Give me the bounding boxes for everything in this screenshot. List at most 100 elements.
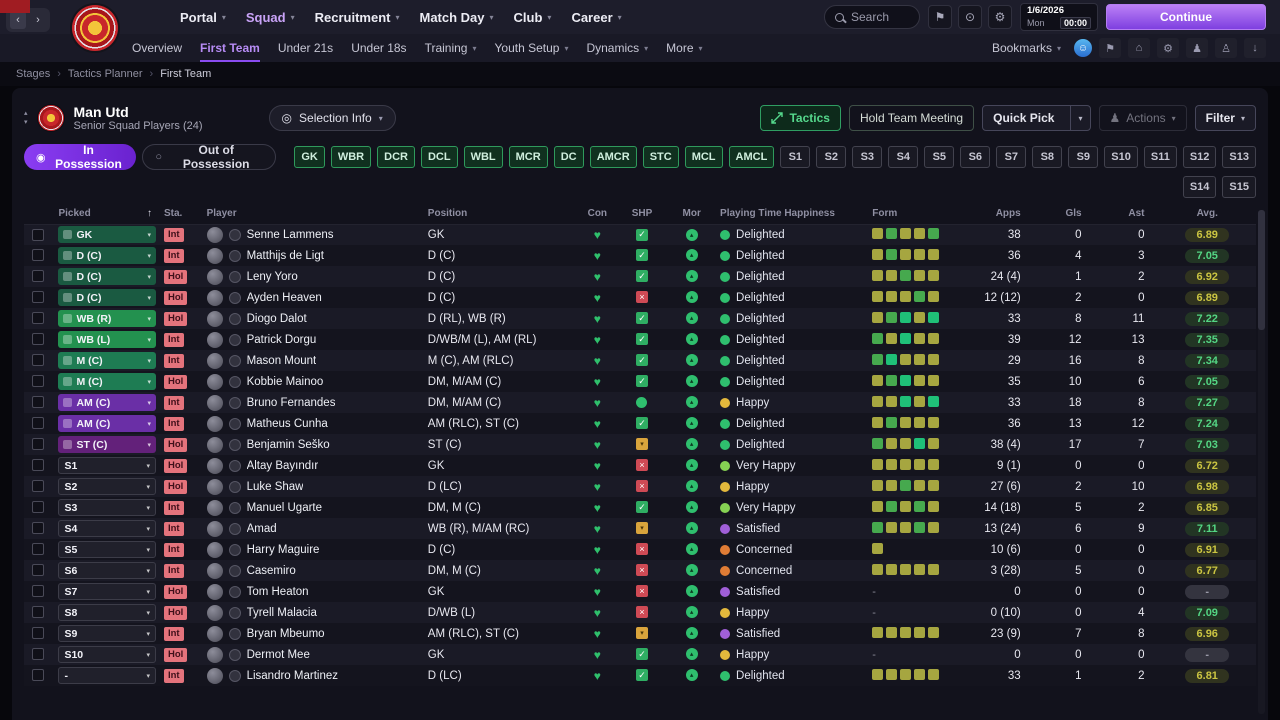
actions-button[interactable]: ♟ Actions ▾ [1098,105,1187,131]
position-chip-amcr[interactable]: AMCR [589,146,637,168]
row-checkbox[interactable] [32,543,44,556]
col-gls[interactable]: Gls [1034,204,1096,225]
subnav-item-overview[interactable]: Overview [132,34,182,62]
col-player[interactable]: Player [202,204,424,225]
player-name[interactable]: Luke Shaw [246,480,304,493]
row-checkbox[interactable] [32,627,44,640]
position-chip-mcl[interactable]: MCL [684,146,723,168]
player-name[interactable]: Tyrell Malacia [246,606,317,619]
player-name[interactable]: Mason Mount [246,354,317,367]
col-position[interactable]: Position [423,204,579,225]
player-name[interactable]: Lisandro Martinez [246,669,338,682]
scrollbar-thumb[interactable] [1258,210,1265,330]
player-name[interactable]: Ayden Heaven [246,291,322,304]
col-sta[interactable]: Sta. [159,204,203,225]
row-checkbox[interactable] [32,291,44,304]
row-checkbox[interactable] [32,564,44,577]
row-checkbox[interactable] [32,480,44,493]
col-shp[interactable]: SHP [616,204,668,225]
chevron-down-icon[interactable]: ▾ [1070,106,1089,130]
table-row[interactable]: S6 ▾ Int Casemiro DM, M (C) ♥ × ▴ Concer… [24,560,1256,581]
table-row[interactable]: M (C) ▾ Hol Kobbie Mainoo DM, M/AM (C) ♥… [24,371,1256,392]
nav-item-club[interactable]: Club ▾ [514,10,552,25]
player-name[interactable]: Senne Lammens [246,228,334,241]
col-avg[interactable]: Avg. [1158,204,1256,225]
house-icon[interactable]: ⌂ [1128,38,1150,58]
player-name[interactable]: Harry Maguire [246,543,320,556]
position-chip-mcr[interactable]: MCR [508,146,548,168]
globe-icon[interactable]: ⊙ [958,5,982,29]
row-checkbox[interactable] [32,459,44,472]
filter-button[interactable]: Filter ▾ [1194,105,1256,131]
col-ast[interactable]: Ast [1095,204,1159,225]
row-checkbox[interactable] [32,354,44,367]
table-row[interactable]: WB (L) ▾ Int Patrick Dorgu D/WB/M (L), A… [24,329,1256,350]
row-checkbox[interactable] [32,270,44,283]
picked-select[interactable]: S2 ▾ [58,478,156,495]
nav-item-career[interactable]: Career ▾ [571,10,621,25]
table-row[interactable]: AM (C) ▾ Int Matheus Cunha AM (RLC), ST … [24,413,1256,434]
gear-icon[interactable]: ⚙ [1157,38,1179,58]
breadcrumb-item[interactable]: Tactics Planner [67,68,143,80]
slot-chip-s9[interactable]: S9 [1068,146,1099,168]
subnav-item-under-18s[interactable]: Under 18s [351,34,406,62]
table-row[interactable]: D (C) ▾ Int Matthijs de Ligt D (C) ♥ ✓ ▴… [24,245,1256,266]
slot-chip-s11[interactable]: S11 [1143,146,1177,168]
row-checkbox[interactable] [32,249,44,262]
table-row[interactable]: S7 ▾ Hol Tom Heaton GK ♥ × ▴ Satisfied -… [24,581,1256,602]
picked-select[interactable]: AM (C) ▾ [58,394,156,411]
picked-select[interactable]: S6 ▾ [58,562,156,579]
player-name[interactable]: Amad [246,522,277,535]
position-chip-dcr[interactable]: DCR [377,146,415,168]
table-row[interactable]: M (C) ▾ Int Mason Mount M (C), AM (RLC) … [24,350,1256,371]
player-name[interactable]: Manuel Ugarte [246,501,323,514]
forward-button[interactable]: › [36,14,40,26]
quick-pick-button[interactable]: Quick Pick ▾ [982,105,1091,131]
row-checkbox[interactable] [32,522,44,535]
download-icon[interactable]: ↓ [1244,38,1266,58]
table-row[interactable]: S2 ▾ Hol Luke Shaw D (LC) ♥ × ▴ Happy 27… [24,476,1256,497]
col-apps[interactable]: Apps [975,204,1035,225]
back-button[interactable]: ‹ [10,11,26,29]
continue-button[interactable]: Continue [1106,4,1266,30]
picked-select[interactable]: D (C) ▾ [58,289,156,306]
picked-select[interactable]: M (C) ▾ [58,352,156,369]
player-name[interactable]: Dermot Mee [246,648,310,661]
picked-select[interactable]: S5 ▾ [58,541,156,558]
picked-select[interactable]: S8 ▾ [58,604,156,621]
face-icon[interactable]: ☺ [1074,39,1092,57]
player-name[interactable]: Benjamin Šeško [246,438,330,451]
subnav-item-under-21s[interactable]: Under 21s [278,34,333,62]
player-name[interactable]: Leny Yoro [246,270,298,283]
picked-select[interactable]: WB (R) ▾ [58,310,156,327]
slot-chip-s14[interactable]: S14 [1182,176,1217,198]
flag-icon[interactable]: ⚑ [1099,38,1121,58]
slot-chip-s4[interactable]: S4 [888,146,919,168]
player-name[interactable]: Bryan Mbeumo [246,627,325,640]
gear-icon[interactable]: ⚙ [988,5,1012,29]
picked-select[interactable]: ST (C) ▾ [58,436,156,453]
player-name[interactable]: Matthijs de Ligt [246,249,324,262]
table-row[interactable]: GK ▾ Int Senne Lammens GK ♥ ✓ ▴ Delighte… [24,224,1256,245]
subnav-item-first-team[interactable]: First Team [200,34,260,62]
player-name[interactable]: Bruno Fernandes [246,396,336,409]
slot-chip-s3[interactable]: S3 [852,146,883,168]
bookmarks-dropdown[interactable]: Bookmarks ▾ [992,41,1061,55]
table-row[interactable]: ST (C) ▾ Hol Benjamin Šeško ST (C) ♥ ▾ ▴… [24,434,1256,455]
player-name[interactable]: Matheus Cunha [246,417,328,430]
search-input[interactable]: Search [824,5,920,29]
table-row[interactable]: AM (C) ▾ Int Bruno Fernandes DM, M/AM (C… [24,392,1256,413]
collapse-controls[interactable]: ▴ ▾ [24,110,28,127]
table-row[interactable]: S10 ▾ Hol Dermot Mee GK ♥ ✓ ▴ Happy - 0 … [24,644,1256,665]
slot-chip-s6[interactable]: S6 [960,146,991,168]
table-row[interactable]: S5 ▾ Int Harry Maguire D (C) ♥ × ▴ Conce… [24,539,1256,560]
nav-item-portal[interactable]: Portal ▾ [180,10,226,25]
col-picked[interactable]: Picked ↑ [54,204,160,225]
slot-chip-s15[interactable]: S15 [1222,176,1256,198]
row-checkbox[interactable] [32,438,44,451]
picked-select[interactable]: D (C) ▾ [58,247,156,264]
slot-chip-s13[interactable]: S13 [1222,146,1256,168]
picked-select[interactable]: M (C) ▾ [58,373,156,390]
picked-select[interactable]: AM (C) ▾ [58,415,156,432]
col-con[interactable]: Con [578,204,617,225]
